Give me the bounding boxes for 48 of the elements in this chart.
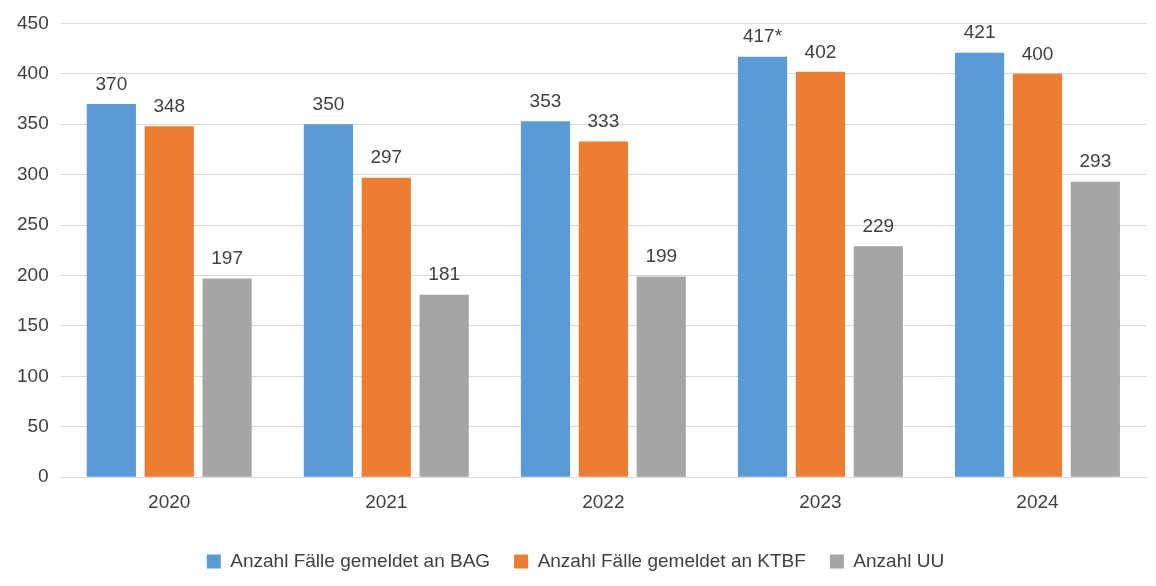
bar (361, 177, 411, 477)
y-tick-label: 200 (17, 263, 49, 285)
data-label: 400 (1021, 42, 1054, 64)
data-label: 197 (211, 247, 243, 269)
x-tick-label: 2023 (799, 490, 842, 512)
data-label: 353 (529, 89, 562, 111)
bar (1012, 73, 1063, 477)
bar (954, 52, 1005, 477)
bar (144, 126, 194, 477)
bar (520, 121, 571, 477)
data-label: 350 (312, 92, 345, 114)
y-tick-label: 300 (17, 162, 49, 184)
bar (202, 278, 252, 477)
bar (636, 276, 686, 477)
data-label: 297 (370, 146, 403, 168)
data-label: 181 (428, 263, 461, 285)
legend-label: Anzahl Fälle gemeldet an BAG (230, 549, 491, 571)
data-label: 417* (742, 25, 783, 47)
x-tick-label: 2024 (1016, 490, 1060, 512)
bar (303, 124, 354, 477)
bar (578, 141, 628, 477)
bar (737, 56, 788, 477)
y-tick-label: 350 (17, 112, 49, 134)
data-label: 229 (862, 215, 895, 236)
data-label: 293 (1079, 150, 1112, 172)
bar (419, 294, 469, 477)
y-tick-label: 400 (17, 62, 49, 84)
x-tick-label: 2020 (148, 490, 191, 512)
x-tick-label: 2022 (582, 490, 625, 512)
bar (795, 71, 846, 477)
data-label: 333 (587, 110, 620, 132)
bar (853, 246, 903, 477)
y-tick-label: 0 (38, 465, 49, 487)
y-tick-label: 450 (17, 11, 49, 33)
y-tick-label: 250 (17, 213, 49, 235)
y-tick-label: 100 (17, 364, 49, 386)
data-label: 370 (95, 72, 128, 94)
legend-label: Anzahl UU (853, 549, 945, 571)
x-tick-label: 2021 (365, 490, 408, 512)
y-tick-label: 150 (17, 314, 49, 336)
y-tick-label: 50 (27, 415, 49, 437)
legend-label: Anzahl Fälle gemeldet an KTBF (537, 549, 806, 571)
bar (1070, 181, 1120, 477)
data-label: 402 (804, 40, 837, 62)
bar (86, 104, 136, 477)
data-label: 199 (645, 245, 678, 267)
data-label: 348 (153, 95, 186, 116)
data-label: 421 (963, 21, 996, 43)
